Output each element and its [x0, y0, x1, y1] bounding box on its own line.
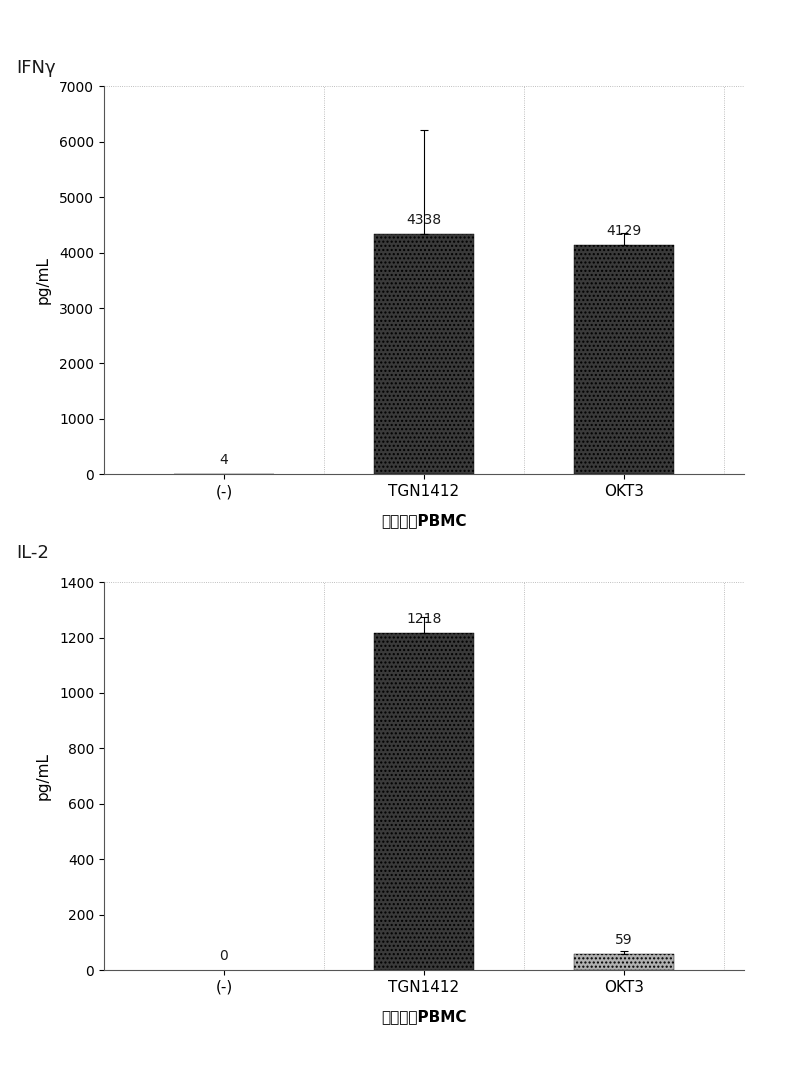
- Y-axis label: pg/mL: pg/mL: [36, 752, 51, 800]
- Text: IFNγ: IFNγ: [16, 59, 56, 78]
- Text: 4338: 4338: [406, 212, 442, 226]
- Bar: [374, 633, 474, 970]
- Text: 4: 4: [220, 453, 228, 467]
- Text: 4129: 4129: [606, 224, 642, 238]
- X-axis label: 预培养的PBMC: 预培养的PBMC: [382, 513, 466, 528]
- Bar: [574, 954, 674, 970]
- X-axis label: 预培养的PBMC: 预培养的PBMC: [382, 1009, 466, 1024]
- Text: 1218: 1218: [406, 611, 442, 625]
- Bar: [574, 246, 674, 474]
- Text: 0: 0: [220, 950, 228, 964]
- Text: 59: 59: [615, 932, 633, 946]
- Y-axis label: pg/mL: pg/mL: [36, 257, 51, 304]
- Bar: [374, 234, 474, 474]
- Text: IL-2: IL-2: [16, 544, 49, 563]
